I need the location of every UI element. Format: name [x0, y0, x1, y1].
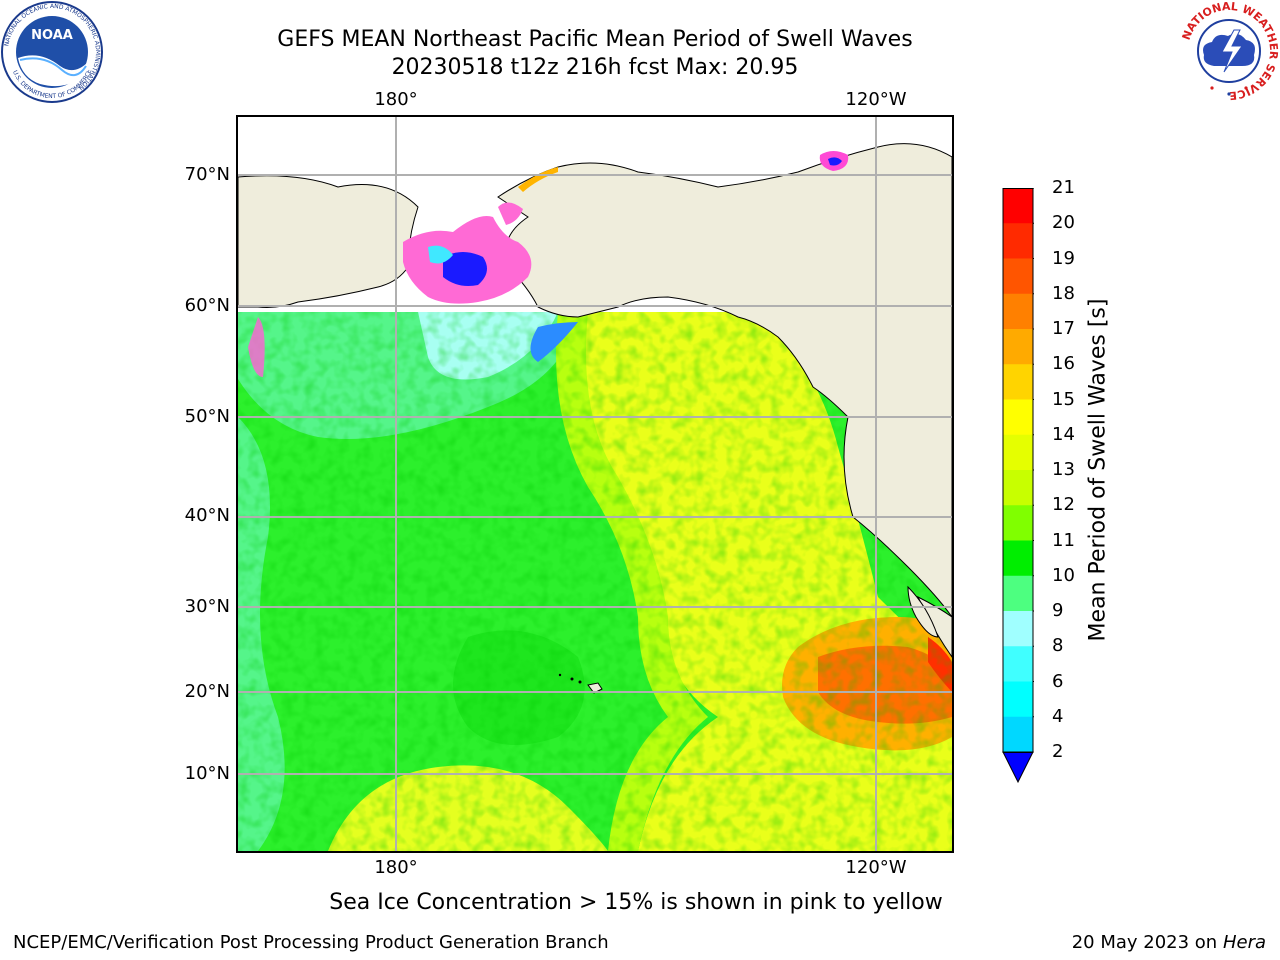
land-baja	[907, 585, 939, 638]
sea-ice-footnote: Sea Ice Concentration > 15% is shown in …	[329, 890, 943, 915]
lon-label-bottom-120w: 120°W	[845, 857, 907, 878]
land-alaska-canada	[497, 143, 952, 618]
colorbar-segment	[1003, 716, 1033, 753]
colorbar-segment	[1003, 575, 1033, 612]
lat-label-20n: 20°N	[184, 681, 230, 702]
colorbar-tick-label: 15	[1052, 388, 1075, 410]
colorbar-tick-label: 18	[1052, 282, 1075, 304]
colorbar	[1002, 187, 1034, 784]
colorbar-tick-label: 9	[1052, 600, 1064, 621]
nws-logo-icon: NATIONAL WEATHER SERVICE	[1178, 0, 1280, 102]
credit-organization: NCEP/EMC/Verification Post Processing Pr…	[13, 932, 609, 953]
chart-subtitle: 20230518 t12z 216h fcst Max: 20.95	[391, 55, 799, 80]
colorbar-segment	[1003, 646, 1033, 682]
colorbar-segment	[1003, 364, 1033, 400]
colorbar-segment	[1003, 188, 1033, 224]
colorbar-tick-label: 21	[1052, 177, 1075, 198]
colorbar-segment	[1003, 470, 1033, 506]
sea-ice-bering-blue	[443, 252, 487, 286]
colorbar-tick-label: 20	[1052, 212, 1075, 234]
colorbar-tick-label: 4	[1052, 705, 1064, 727]
noaa-logo-icon: NATIONAL OCEANIC AND ATMOSPHERIC ADMINIS…	[0, 0, 104, 104]
credit-host: Hera	[1222, 932, 1266, 953]
ocean-blue-cookinlet	[530, 322, 578, 362]
colorbar-tick-label: 12	[1052, 494, 1075, 516]
colorbar-tick-label: 14	[1052, 423, 1075, 445]
lat-label-60n: 60°N	[184, 295, 230, 316]
colorbar-segment	[1003, 223, 1033, 259]
colorbar-tick-label: 8	[1052, 635, 1064, 657]
lat-label-10n: 10°N	[184, 763, 230, 784]
colorbar-tick-label: 16	[1052, 353, 1075, 375]
colorbar-segment	[1003, 540, 1033, 577]
colorbar-segment	[1003, 399, 1033, 436]
chart-title: GEFS MEAN Northeast Pacific Mean Period …	[277, 27, 913, 52]
land-hawaii	[587, 682, 603, 694]
graticule	[238, 117, 952, 851]
lat-label-40n: 40°N	[184, 505, 230, 526]
lat-label-50n: 50°N	[184, 406, 230, 427]
credit-date: 20 May 2023 on Hera	[1072, 932, 1266, 953]
colorbar-segment	[1003, 505, 1033, 541]
lon-label-top-120w: 120°W	[845, 89, 907, 110]
colorbar-segment	[1003, 258, 1033, 295]
colorbar-tick-label: 10	[1052, 564, 1075, 586]
colorbar-segment	[1003, 329, 1033, 365]
colorbar-tick-label: 17	[1052, 318, 1075, 339]
sea-ice-spots-left	[248, 317, 265, 377]
colorbar-tick-label: 11	[1052, 529, 1075, 551]
sea-ice-spots-arctic	[518, 167, 558, 192]
colorbar-label: Mean Period of Swell Waves [s]	[1085, 298, 1111, 642]
colorbar-tick-label: 2	[1052, 741, 1064, 762]
svg-text:NOAA: NOAA	[31, 28, 73, 43]
lat-label-70n: 70°N	[184, 164, 230, 185]
swell-period-map	[236, 115, 954, 853]
sea-ice-bering-cyan	[428, 245, 453, 264]
lon-label-top-180: 180°	[374, 89, 418, 110]
colorbar-tick-label: 13	[1052, 459, 1075, 480]
colorbar-segment	[1003, 434, 1033, 471]
colorbar-segment	[1003, 293, 1033, 330]
sea-ice-beaufort-blue	[828, 157, 842, 166]
colorbar-segment	[1003, 681, 1033, 718]
colorbar-extend-triangle	[1002, 751, 1034, 784]
lat-label-30n: 30°N	[184, 596, 230, 617]
credit-date-text: 20 May 2023 on	[1071, 932, 1218, 953]
colorbar-tick-label: 6	[1052, 670, 1064, 692]
sea-ice-chukchi	[498, 202, 523, 225]
lon-label-bottom-180: 180°	[374, 857, 418, 878]
colorbar-segment	[1003, 611, 1033, 647]
colorbar-tick-label: 19	[1052, 247, 1075, 269]
